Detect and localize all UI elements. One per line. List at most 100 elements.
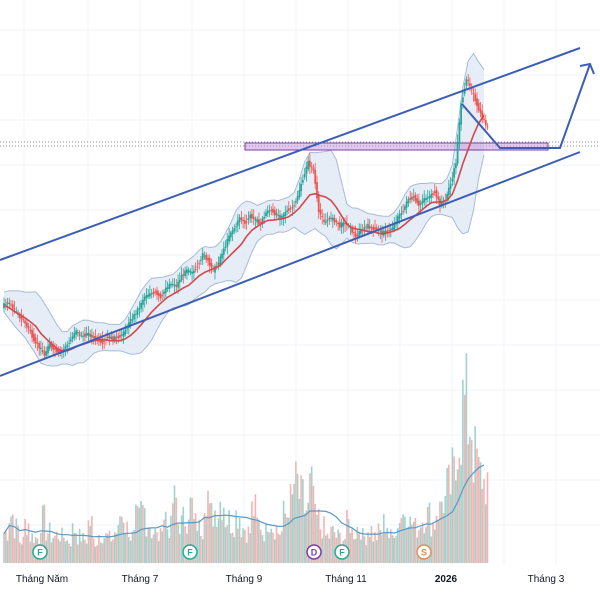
candle-body <box>40 347 42 349</box>
candle-body <box>201 253 204 260</box>
volume-bar <box>379 530 382 563</box>
volume-bar <box>235 510 237 563</box>
candle-body <box>411 196 413 200</box>
candle-body <box>66 344 69 347</box>
volume-bar <box>219 501 222 563</box>
candle-body <box>446 194 448 200</box>
volume-bar <box>474 426 476 563</box>
candle-body <box>467 79 470 81</box>
x-axis: Tháng Năm Tháng 7 Tháng 9 Tháng 11 2026 Tháng… <box>16 574 565 585</box>
event-marker-label: S <box>421 548 427 558</box>
candle-body <box>259 222 262 224</box>
candle-body <box>409 198 412 200</box>
candle-body <box>238 217 241 223</box>
volume-bar <box>465 353 468 563</box>
volume-bar <box>29 541 32 563</box>
volume-bar <box>54 535 56 563</box>
channel-upper-line <box>0 47 581 261</box>
candle-body <box>296 196 299 201</box>
price-channel <box>0 47 581 377</box>
volume-bar <box>434 529 436 563</box>
bollinger-bands <box>3 52 485 367</box>
candle-body <box>335 220 338 223</box>
candle-body <box>62 349 65 351</box>
volume-bar <box>99 542 102 563</box>
candle-body <box>135 313 137 315</box>
volume-bar <box>346 509 348 563</box>
volume-bar <box>388 538 390 563</box>
volume-bar <box>210 503 213 563</box>
event-marker: F <box>334 544 350 560</box>
volume-bar <box>470 439 473 563</box>
projection-path <box>461 63 591 149</box>
candle-body <box>272 208 274 213</box>
volume-bar <box>397 528 399 563</box>
volume-bar <box>212 526 214 563</box>
volume-bar <box>263 541 265 563</box>
candle-body <box>338 222 341 228</box>
candle-body <box>289 208 292 210</box>
event-marker-label: F <box>37 548 43 558</box>
event-marker-label: D <box>311 548 318 558</box>
volume-bar <box>414 517 417 563</box>
candle-body <box>247 218 250 221</box>
volume-bar <box>319 529 322 563</box>
candle-body <box>71 336 74 340</box>
candle-body <box>45 351 48 356</box>
candle-body <box>163 291 165 295</box>
event-marker: D <box>306 544 322 560</box>
volume-bar <box>66 540 69 563</box>
volume-bar <box>231 532 234 563</box>
volume-bar <box>361 528 364 563</box>
candle-body <box>22 319 25 321</box>
candle-body <box>328 217 331 220</box>
candle-body <box>486 126 489 128</box>
candle-body <box>374 227 376 230</box>
volume-bar <box>330 526 332 563</box>
candle-body <box>110 336 113 339</box>
volume-bar <box>300 475 302 563</box>
candle-body <box>437 196 440 200</box>
volume-bar <box>10 516 12 563</box>
volume-bar <box>456 469 459 563</box>
candle-body <box>484 120 487 126</box>
volume-bar <box>332 526 334 563</box>
volume-bar <box>108 530 111 563</box>
candle-body <box>205 255 208 260</box>
candle-body <box>103 340 106 342</box>
volume-bar <box>321 538 323 563</box>
candle-body <box>152 292 155 294</box>
candle-body <box>354 233 357 237</box>
event-marker-circle <box>32 544 48 560</box>
candle-body <box>43 351 46 356</box>
candle-body <box>284 211 287 216</box>
volume-bar <box>147 528 149 563</box>
volume-bar <box>251 501 253 563</box>
candle-body <box>266 210 269 214</box>
bollinger-fill <box>4 53 484 366</box>
volume-bar <box>228 510 230 563</box>
volume-bar <box>142 505 144 563</box>
candle-body <box>298 190 301 198</box>
volume-bar <box>205 516 207 563</box>
volume-bar <box>289 484 292 563</box>
candle-body <box>302 180 304 183</box>
candle-body <box>465 79 468 86</box>
volume-bar <box>157 540 160 563</box>
volume-bar <box>240 537 243 563</box>
volume-bar <box>268 532 271 563</box>
volume-bar <box>143 508 146 563</box>
candle-body <box>29 329 32 332</box>
volume-bar <box>302 479 304 563</box>
volume-bar <box>435 515 438 563</box>
candle-body <box>317 194 320 212</box>
candle-body <box>27 326 30 329</box>
candle-body <box>117 335 120 339</box>
volume-bar <box>5 530 7 563</box>
candle-body <box>73 332 76 338</box>
volume-bar <box>400 517 403 563</box>
volume-bar <box>279 534 281 563</box>
candle-body <box>270 209 273 211</box>
volume-bar <box>428 502 431 563</box>
